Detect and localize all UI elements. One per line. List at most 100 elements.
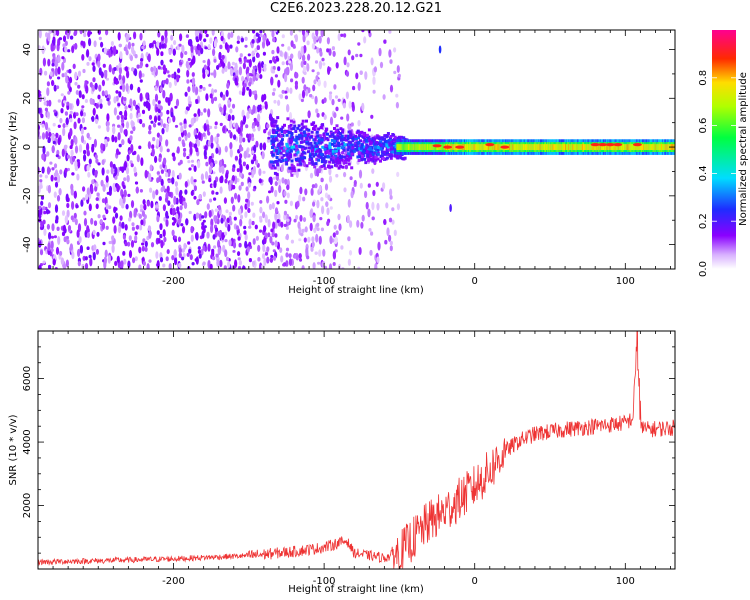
heatmap-cell <box>215 253 219 258</box>
heatmap-cell <box>304 188 308 196</box>
heatmap-cell <box>311 241 315 248</box>
heatmap-cell <box>285 226 289 230</box>
heatmap-cell <box>307 110 311 119</box>
heatmap-cell <box>160 186 164 193</box>
heatmap-cell <box>324 192 329 199</box>
heatmap-cell <box>138 264 142 269</box>
heatmap-cell <box>341 130 345 134</box>
heatmap-cell <box>514 144 516 150</box>
heatmap-cell <box>516 144 518 150</box>
heatmap-cell <box>389 135 393 138</box>
heatmap-cell <box>47 202 52 209</box>
heatmap-cell <box>271 164 275 168</box>
heatmap-cell <box>66 167 70 172</box>
heatmap-cell <box>214 160 218 165</box>
heatmap-cell <box>123 160 128 170</box>
heatmap-cell <box>388 49 392 58</box>
heatmap-cell <box>83 154 87 162</box>
heatmap-cell <box>95 103 99 109</box>
heatmap-cell <box>345 70 350 77</box>
heatmap-cell <box>403 144 406 150</box>
heatmap-cell <box>538 144 540 150</box>
heatmap-cell <box>311 69 315 73</box>
heatmap-cell <box>57 54 61 63</box>
heatmap-cell <box>452 144 454 150</box>
heatmap-cell <box>272 140 276 144</box>
heatmap-cell <box>184 109 188 115</box>
heatmap-cell <box>248 241 252 247</box>
heatmap-cell <box>181 256 185 261</box>
heatmap-cell <box>655 144 657 150</box>
heatmap-cell <box>242 161 246 167</box>
heatmap-cell <box>38 205 42 210</box>
heatmap-cell <box>581 144 584 150</box>
heatmap-cell <box>544 144 546 150</box>
heatmap-cell <box>49 161 53 165</box>
heatmap-cell <box>338 223 342 231</box>
heatmap-cell <box>378 47 382 57</box>
heatmap-cell <box>525 144 527 150</box>
heatmap-cell <box>200 248 204 256</box>
heatmap-cell <box>213 58 217 63</box>
heatmap-cell <box>229 220 233 226</box>
heatmap-cell <box>142 40 146 46</box>
heatmap-cell <box>73 112 77 119</box>
heatmap-cell <box>476 144 478 150</box>
heatmap-cell <box>224 178 228 184</box>
heatmap-cell <box>77 84 81 89</box>
heatmap-cell <box>419 144 421 150</box>
heatmap-cell <box>328 160 332 164</box>
y-tick-label: 40 <box>22 43 33 56</box>
heatmap-cell <box>90 217 94 225</box>
heatmap-cell <box>286 155 290 159</box>
heatmap-cell <box>283 223 287 227</box>
heatmap-cell <box>264 102 268 110</box>
heatmap-cell <box>479 144 481 150</box>
heatmap-cell <box>565 144 567 150</box>
heatmap-cell <box>299 186 303 195</box>
heatmap-cell <box>602 144 604 150</box>
heatmap-cell <box>326 132 329 136</box>
heatmap-cell <box>372 76 376 85</box>
heatmap-cell <box>255 235 259 241</box>
heatmap-cell <box>549 144 551 150</box>
heatmap-cell <box>280 138 284 142</box>
heatmap-cell <box>118 66 122 75</box>
heatmap-cell <box>317 127 321 131</box>
heatmap-cell <box>615 144 617 150</box>
heatmap-cell <box>148 230 152 237</box>
heatmap-cell <box>243 225 247 230</box>
heatmap-cell <box>338 161 342 165</box>
colorbar-tick-label: 0.8 <box>698 70 709 86</box>
heatmap-cell <box>346 113 350 122</box>
heatmap-cell <box>245 198 249 203</box>
heatmap-cell <box>280 127 283 131</box>
snr-frame <box>37 330 676 570</box>
heatmap-cell <box>119 79 123 85</box>
heatmap-cell <box>413 144 415 150</box>
heatmap-cell <box>267 131 271 136</box>
heatmap-cell <box>540 144 543 150</box>
heatmap-cell <box>122 250 126 256</box>
heatmap-cell <box>333 154 337 158</box>
heatmap-cell <box>73 31 77 37</box>
heatmap-cell <box>70 139 74 147</box>
heatmap-cell <box>274 240 278 248</box>
heatmap-cell <box>51 79 55 87</box>
heatmap-cell <box>252 238 256 245</box>
heatmap-cell <box>157 122 161 126</box>
heatmap-cell <box>213 197 217 201</box>
heatmap-cell <box>263 129 267 134</box>
heatmap-cell <box>213 215 217 222</box>
heatmap-cell <box>185 60 189 69</box>
heatmap-cell <box>333 127 336 130</box>
heatmap-cell <box>414 144 416 150</box>
heatmap-cell <box>156 260 160 269</box>
heatmap-cell <box>244 44 248 48</box>
heatmap-cell <box>299 128 303 132</box>
heatmap-cell <box>272 56 276 63</box>
heatmap-cell <box>322 248 326 257</box>
heatmap-cell <box>363 157 367 161</box>
heatmap-cell <box>95 203 99 210</box>
heatmap-cell <box>86 246 90 250</box>
